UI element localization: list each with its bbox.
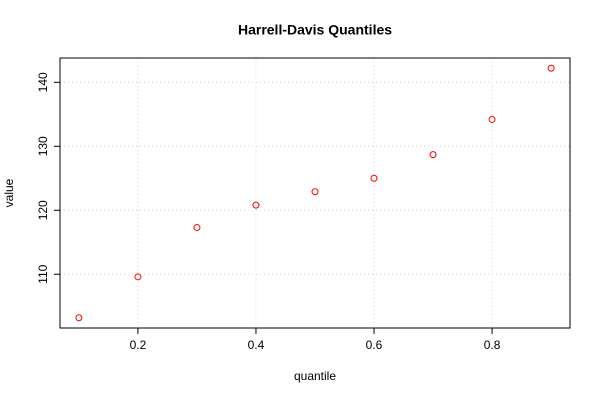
y-tick-label: 110 — [36, 264, 50, 283]
y-tick-label: 140 — [36, 72, 50, 92]
point — [311, 188, 319, 196]
chart-title: Harrell-Davis Quantiles — [238, 22, 392, 38]
y-axis-label: value — [2, 178, 16, 207]
x-tick-label: 0.8 — [484, 338, 501, 352]
point — [193, 224, 201, 232]
x-axis-label: quantile — [294, 369, 336, 383]
point — [134, 273, 142, 281]
point — [75, 314, 83, 322]
x-tick-label: 0.2 — [130, 338, 147, 352]
y-tick-label: 130 — [36, 136, 50, 156]
point — [252, 201, 260, 209]
point — [488, 115, 496, 123]
plot-frame — [59, 57, 571, 329]
point — [429, 151, 437, 159]
x-tick-label: 0.4 — [248, 338, 265, 352]
y-tick-label: 120 — [36, 200, 50, 220]
point — [370, 174, 378, 182]
point — [547, 64, 555, 72]
x-tick-label: 0.6 — [366, 338, 383, 352]
